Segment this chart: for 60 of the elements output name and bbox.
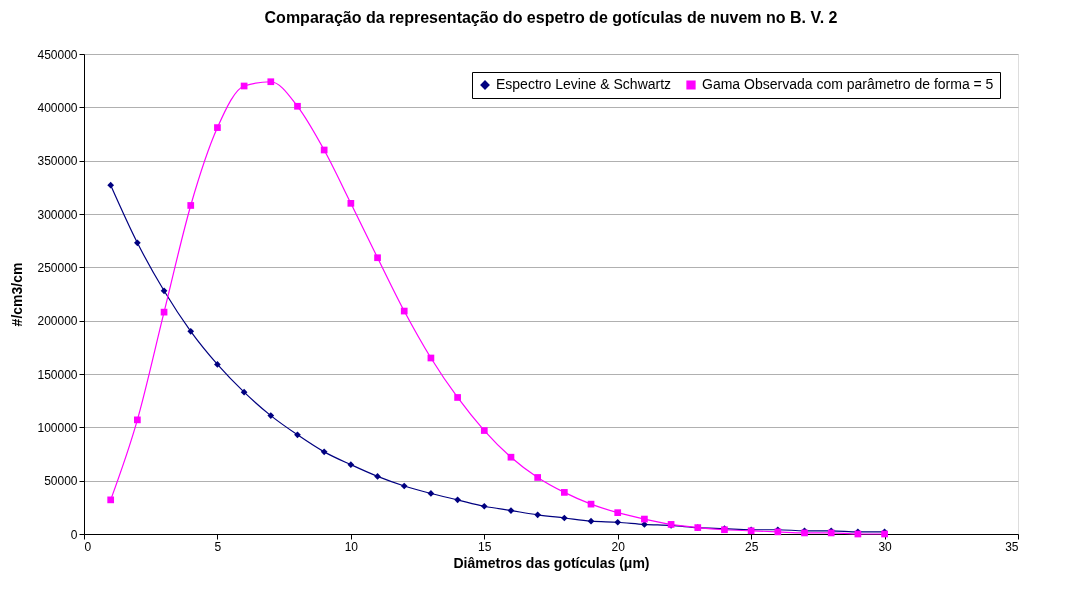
- x-axis-title: Diâmetros das gotículas (μm): [453, 554, 650, 571]
- y-tick-label: 100000: [37, 420, 78, 435]
- point: [587, 517, 595, 525]
- point: [134, 239, 141, 247]
- x-tick-label: 15: [478, 539, 492, 554]
- y-axis-title: #/cm3/cm: [9, 262, 26, 327]
- y-tick-label: 200000: [37, 314, 78, 329]
- y-tick-label: 400000: [37, 100, 78, 115]
- point: [294, 102, 301, 110]
- point: [454, 496, 461, 504]
- point: [187, 202, 195, 209]
- y-tick-label: 150000: [37, 367, 78, 382]
- point: [294, 431, 301, 439]
- point: [641, 515, 648, 523]
- point: [214, 361, 221, 368]
- point: [400, 482, 408, 490]
- point: [134, 416, 141, 424]
- point: [614, 509, 622, 517]
- x-tick-label: 25: [744, 539, 759, 554]
- y-tick-label: 300000: [37, 207, 78, 222]
- x-tick-label: 5: [214, 539, 222, 554]
- y-tick-label: 50000: [44, 474, 78, 489]
- point: [107, 181, 115, 189]
- point: [107, 496, 115, 504]
- point: [427, 490, 435, 497]
- point: [614, 518, 622, 526]
- point: [374, 473, 381, 480]
- point: [347, 199, 355, 207]
- point: [267, 78, 275, 86]
- point: [187, 327, 195, 335]
- point: [374, 254, 381, 262]
- x-tick-label: 30: [878, 539, 893, 554]
- point: [400, 307, 408, 315]
- legend-label: Gama Observada com parâmetro de forma = 5: [702, 76, 994, 92]
- point: [480, 427, 488, 434]
- point: [534, 511, 542, 519]
- point: [160, 287, 168, 295]
- point: [214, 124, 221, 131]
- x-tick-label: 20: [611, 539, 626, 554]
- point: [534, 474, 542, 481]
- y-tick-label: 0: [70, 527, 78, 542]
- y-tick-label: 250000: [37, 260, 78, 275]
- x-tick-label: 0: [84, 539, 92, 554]
- point: [480, 502, 488, 510]
- y-tick-label: 350000: [37, 154, 78, 169]
- point: [267, 412, 275, 419]
- point: [320, 146, 328, 154]
- point: [454, 394, 461, 401]
- y-tick-label: 450000: [37, 47, 78, 62]
- point: [347, 461, 355, 469]
- legend-label: Espectro Levine & Schwartz: [496, 76, 672, 92]
- point: [320, 448, 328, 456]
- point: [560, 489, 568, 496]
- point: [641, 521, 648, 528]
- point: [240, 388, 248, 396]
- point: [507, 453, 515, 461]
- x-tick-label: 35: [1005, 539, 1019, 554]
- x-tick-label: 10: [344, 539, 359, 554]
- chart-title: Comparação da representação do espetro de gotículas de nuvem no B. V. 2: [264, 9, 838, 26]
- point: [560, 514, 568, 522]
